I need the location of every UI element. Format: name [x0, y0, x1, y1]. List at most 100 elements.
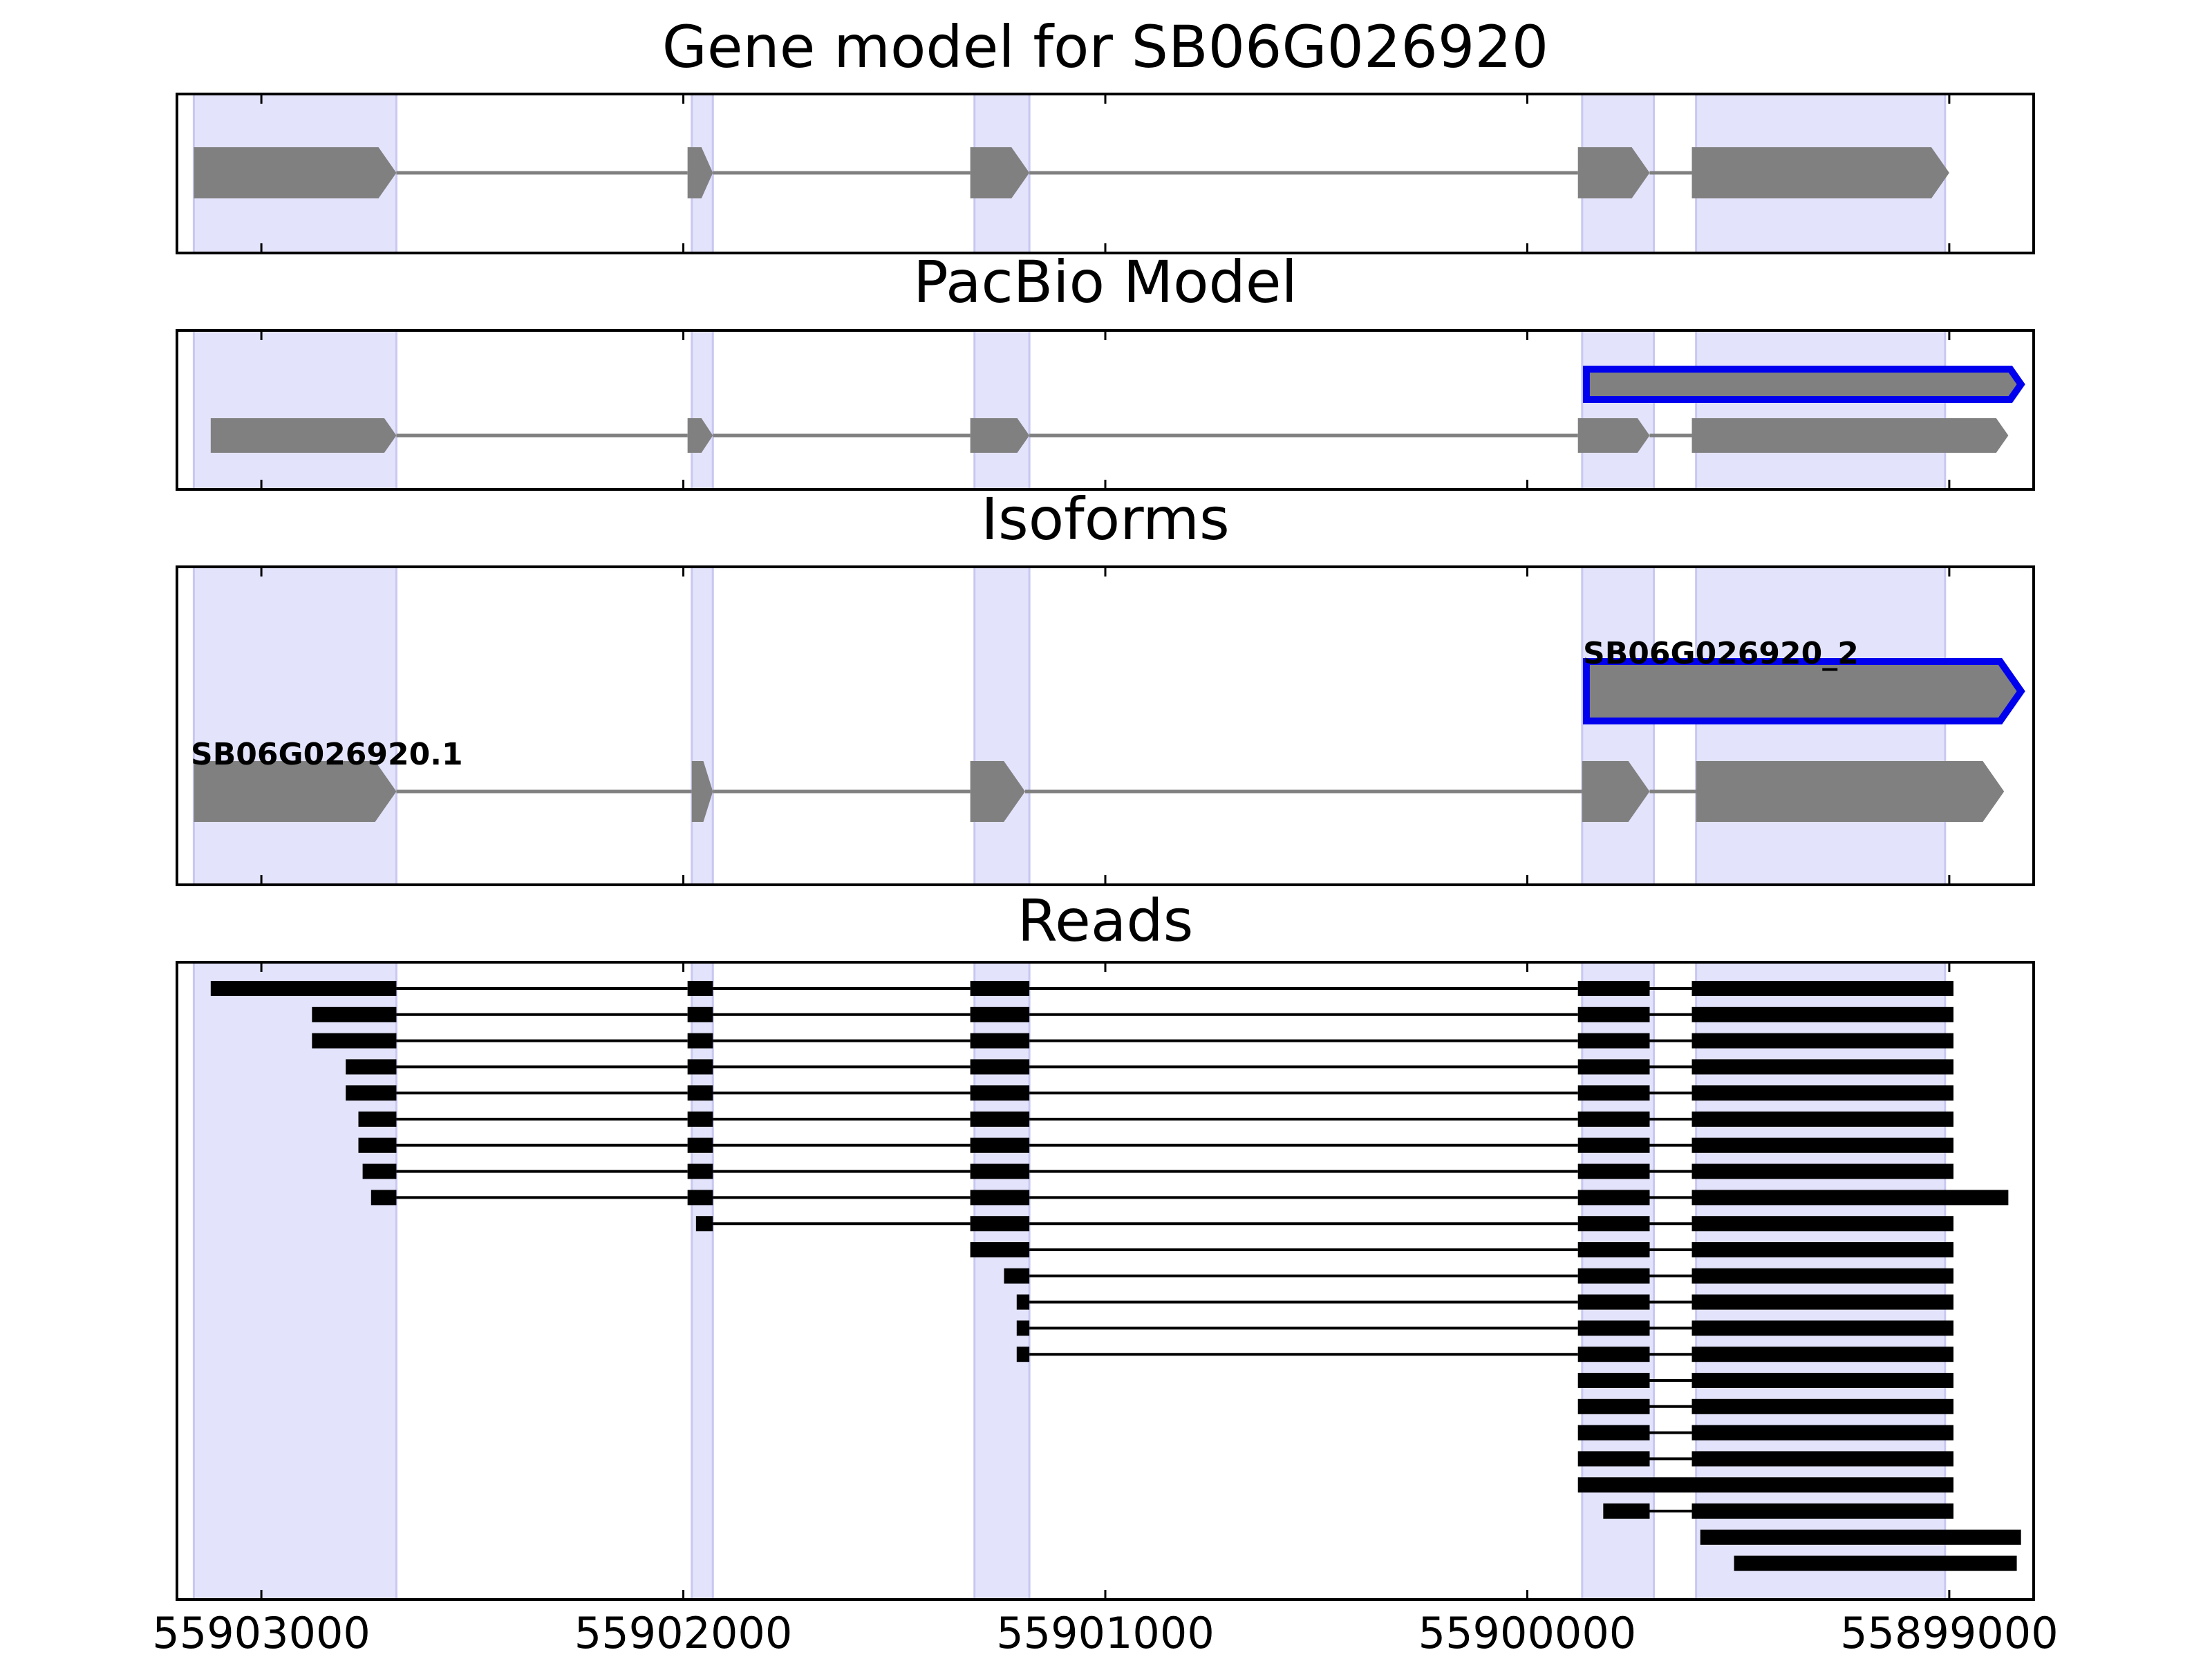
read-block: [1577, 1268, 1650, 1284]
read-block: [1691, 1112, 1954, 1127]
read-block: [970, 1085, 1030, 1101]
isoform-label: SB06G026920.1: [191, 737, 463, 772]
read-block: [1603, 1503, 1650, 1519]
read-block: [1691, 1398, 1954, 1414]
read-block: [1577, 1373, 1650, 1388]
read-block: [970, 1163, 1030, 1179]
read-block: [970, 1190, 1030, 1206]
read-block: [1691, 981, 1954, 996]
read-block: [312, 1006, 397, 1022]
read-block: [695, 1216, 713, 1232]
exon-mark: [970, 147, 1030, 198]
panel-frame: [176, 961, 2035, 1601]
read-block: [1691, 1294, 1954, 1310]
exon-mark: [1582, 366, 2025, 403]
exon-mark: [691, 761, 713, 822]
read-block: [687, 1163, 713, 1179]
panel-frame: [176, 329, 2035, 491]
read-block: [358, 1137, 397, 1153]
panel-reads: Reads: [176, 887, 2035, 1601]
tick-layer: [260, 94, 1951, 253]
read-block: [1691, 1059, 1954, 1075]
read-block: [1691, 1268, 1954, 1284]
read-block: [1577, 1163, 1650, 1179]
highlight-region: [192, 961, 397, 1601]
read-block: [687, 1085, 713, 1101]
read-block: [687, 1137, 713, 1153]
track-layer: [194, 147, 1949, 198]
read-block: [1691, 1425, 1954, 1441]
read-block: [1691, 1216, 1954, 1232]
read-block: [1577, 981, 1650, 996]
panel-title: Gene model for SB06G026920: [662, 13, 1548, 81]
read-block: [312, 1033, 397, 1049]
exon-mark: [1691, 418, 2009, 453]
read-block: [1691, 1320, 1954, 1336]
track-layer: [194, 658, 2025, 822]
read-block: [1691, 1347, 1954, 1362]
exon-mark: [1582, 761, 1650, 822]
read-block: [1577, 1216, 1650, 1232]
panel-isoforms: Isoforms SB06G026920_2 SB06G026920.1: [176, 485, 2035, 886]
read-block: [687, 1059, 713, 1075]
highlight-region: [1581, 329, 1656, 491]
panel-title: Reads: [1018, 887, 1194, 955]
read-block: [1577, 1477, 1954, 1493]
highlight-region: [973, 565, 1031, 886]
highlight-region: [973, 329, 1031, 491]
read-block: [1691, 1137, 1954, 1153]
read-block: [1691, 1006, 1954, 1022]
read-block: [210, 981, 397, 996]
highlight-region: [691, 565, 714, 886]
x-tick-label: 55900000: [1418, 1608, 1637, 1658]
read-block: [1016, 1294, 1030, 1310]
highlight-region: [1695, 329, 1947, 491]
read-block: [1577, 1085, 1650, 1101]
read-block: [687, 981, 713, 996]
read-block: [1577, 1294, 1650, 1310]
read-block: [1004, 1268, 1030, 1284]
read-block: [1691, 1033, 1954, 1049]
exon-mark: [194, 147, 397, 198]
panel-gene-model: Gene model for SB06G026920: [176, 13, 2035, 254]
read-layer: [210, 981, 2021, 1571]
read-block: [1577, 1242, 1650, 1257]
x-tick-label: 55899000: [1840, 1608, 2059, 1658]
x-axis-labels: 55903000 55902000 55901000 55900000 5589…: [152, 1608, 2058, 1658]
exon-mark: [1577, 147, 1650, 198]
highlight-region: [1695, 565, 1947, 886]
read-block: [970, 1059, 1030, 1075]
read-block: [687, 1190, 713, 1206]
read-block: [1577, 1033, 1650, 1049]
exon-mark: [1691, 147, 1949, 198]
read-block: [687, 1006, 713, 1022]
tick-layer: [260, 962, 1951, 1600]
tick-layer: [260, 330, 1951, 489]
read-block: [1577, 1425, 1650, 1441]
read-block: [1577, 1320, 1650, 1336]
read-block: [1691, 1451, 1954, 1467]
isoform-label: SB06G026920_2: [1583, 636, 1859, 671]
exon-mark: [210, 418, 397, 453]
exon-mark: [687, 418, 713, 453]
x-tick-label: 55901000: [996, 1608, 1215, 1658]
read-block: [1577, 1112, 1650, 1127]
exon-mark: [687, 147, 713, 198]
panel-frame: [176, 93, 2035, 254]
panel-pacbio-model: PacBio Model: [176, 248, 2035, 491]
read-block: [970, 1242, 1030, 1257]
exon-mark: [1582, 658, 2025, 724]
exon-mark: [1577, 418, 1650, 453]
read-block: [1577, 1006, 1650, 1022]
read-block: [1577, 1059, 1650, 1075]
highlight-layer: [192, 961, 1947, 1601]
exon-mark: [970, 418, 1030, 453]
read-block: [1691, 1190, 2009, 1206]
read-block: [1577, 1137, 1650, 1153]
panel-title: Isoforms: [981, 485, 1230, 553]
read-block: [371, 1190, 397, 1206]
exon-mark: [1696, 761, 2005, 822]
track-layer: [210, 366, 2025, 453]
read-block: [1691, 1503, 1954, 1519]
